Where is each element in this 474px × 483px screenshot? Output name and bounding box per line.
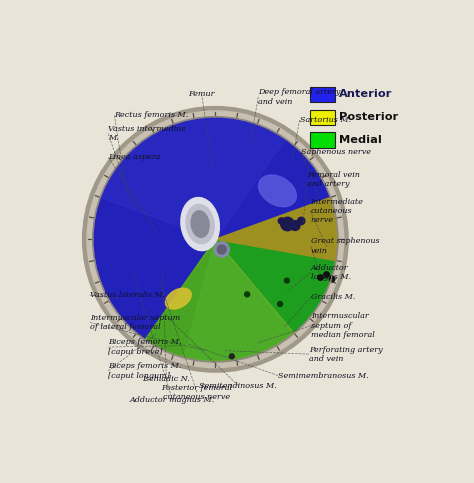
Circle shape [278,218,284,224]
Circle shape [318,275,323,280]
Polygon shape [101,117,285,239]
Text: Great saphenous
vein: Great saphenous vein [311,238,380,255]
Circle shape [217,245,226,254]
Circle shape [281,217,294,231]
Polygon shape [93,117,330,339]
Text: Adductor
longus M.: Adductor longus M. [311,264,351,281]
Text: Posterior: Posterior [339,112,399,122]
Text: Semitendinosus M.: Semitendinosus M. [200,382,277,390]
Circle shape [229,354,234,359]
Polygon shape [215,238,337,260]
Circle shape [284,278,289,283]
Text: Rectus femoris M.: Rectus femoris M. [114,112,189,119]
Text: Sartorius M.: Sartorius M. [300,116,351,124]
Text: Biceps femoris M.
[caput longum]: Biceps femoris M. [caput longum] [108,362,182,380]
Ellipse shape [191,211,209,237]
Ellipse shape [258,175,296,207]
Text: Saphenous nerve: Saphenous nerve [301,148,371,156]
Text: Vastus intermedius
M.: Vastus intermedius M. [108,125,186,142]
FancyBboxPatch shape [310,86,336,102]
Circle shape [329,276,335,282]
Text: Anterior: Anterior [339,89,393,99]
Text: Intermediate
cutaneous
nerve: Intermediate cutaneous nerve [310,198,363,225]
Text: Perforating artery
and vein: Perforating artery and vein [309,345,383,363]
FancyBboxPatch shape [310,132,336,148]
Polygon shape [146,239,336,361]
Text: Posterior femoral
cutaneous nerve: Posterior femoral cutaneous nerve [162,384,233,401]
Text: Gracilis M.: Gracilis M. [311,293,355,301]
Text: Biceps femoris M.
[caput breve]: Biceps femoris M. [caput breve] [108,339,182,355]
Circle shape [298,217,305,225]
Ellipse shape [181,198,219,251]
Circle shape [87,111,344,368]
Text: Medial: Medial [339,135,382,145]
Text: Intermuscular septum
of lateral femoral: Intermuscular septum of lateral femoral [90,314,180,331]
Circle shape [93,117,338,362]
Polygon shape [146,239,294,361]
Circle shape [324,272,329,277]
Text: Femur: Femur [188,90,215,98]
Circle shape [278,301,283,306]
Circle shape [214,242,229,257]
Text: Deep femoral artery
and vein: Deep femoral artery and vein [258,88,341,106]
Text: Semimembranosus M.: Semimembranosus M. [278,371,369,380]
Text: Adductor magnus M.: Adductor magnus M. [130,396,215,404]
Text: Vastus lateralis M.: Vastus lateralis M. [90,291,165,299]
Circle shape [290,221,300,230]
Circle shape [245,292,250,297]
Polygon shape [215,198,337,239]
Ellipse shape [165,288,191,309]
Circle shape [82,107,348,372]
Ellipse shape [186,204,214,244]
Text: Ischiadic N.: Ischiadic N. [143,375,190,383]
Text: Intermuscular
septum of
median femoral: Intermuscular septum of median femoral [311,313,374,339]
Text: Linea aspera: Linea aspera [108,153,161,161]
FancyBboxPatch shape [310,110,336,126]
Polygon shape [184,239,294,361]
Text: Femoral vein
and artery: Femoral vein and artery [307,171,360,188]
